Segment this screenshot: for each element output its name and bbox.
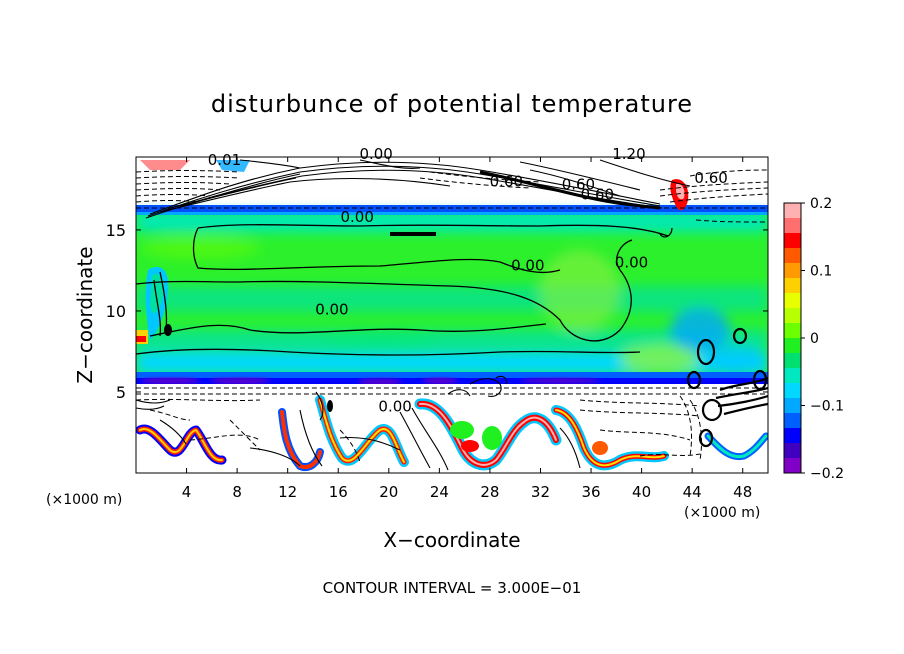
plot-frame: [135, 156, 769, 474]
x-tick-label: 36: [581, 483, 600, 501]
colorbar-swatch: [784, 278, 801, 294]
contour-label: 0.00: [615, 253, 648, 271]
chart-title: disturbunce of potential temperature: [211, 90, 693, 118]
colorbar-swatch: [784, 233, 801, 249]
colorbar-swatch: [784, 353, 801, 369]
colorbar-swatch: [784, 323, 801, 339]
contour-label: 0.01: [208, 151, 241, 169]
x-tick-label: 20: [379, 483, 398, 501]
heatmap-field: [136, 157, 768, 473]
contour-label: 0.00: [340, 208, 373, 226]
colorbar-tick-label: 0.1: [810, 264, 832, 280]
x-tick-label: 32: [531, 483, 550, 501]
x-unit-left: (×1000 m): [46, 492, 122, 508]
colorbar-tick-label: −0.1: [810, 399, 844, 415]
x-tick-label: 12: [278, 483, 297, 501]
y-axis: 5 10 15: [106, 221, 768, 402]
y-tick-label: 5: [116, 383, 126, 402]
y-tick-label: 10: [106, 302, 126, 321]
contour-label: 0.60: [581, 185, 614, 203]
contour-label: 0.60: [694, 169, 727, 187]
x-unit-right: (×1000 m): [684, 505, 760, 521]
x-tick-label: 48: [733, 483, 752, 501]
contour-labels: 0.000.00 0.000.000.000.000.60 0.600.600.60…: [208, 145, 728, 416]
colorbar-swatch: [784, 263, 801, 279]
x-axis-label: X−coordinate: [383, 528, 520, 552]
x-tick-label: 40: [632, 483, 651, 501]
colorbar-swatch: [784, 443, 801, 459]
colorbar-swatch: [784, 413, 801, 429]
contour-label: 0.60: [562, 176, 595, 194]
colorbar-swatch: [784, 368, 801, 384]
y-tick-label: 15: [106, 221, 126, 240]
contour-label: 0.00: [359, 145, 392, 163]
colorbar-swatch: [784, 248, 801, 264]
colorbar-swatch: [784, 428, 801, 444]
colorbar-tick-label: −0.2: [810, 466, 844, 482]
y-axis-label: Z−coordinate: [73, 246, 97, 383]
contour-interval-note: CONTOUR INTERVAL = 3.000E−01: [323, 579, 582, 597]
colorbar-swatch: [784, 383, 801, 399]
contour-label: 0.60: [490, 172, 523, 190]
x-tick-label: 24: [430, 483, 449, 501]
x-tick-label: 8: [232, 483, 242, 501]
x-tick-label: 4: [182, 483, 192, 501]
colorbar-swatch: [784, 458, 801, 474]
colorbar-swatch: [784, 308, 801, 324]
colorbar-tick-label: 0.2: [810, 196, 832, 212]
contour-label: 1.20: [612, 145, 645, 163]
colorbar-swatch: [784, 398, 801, 414]
colorbar: 0.2 0.1 0 −0.1 −0.2: [783, 196, 844, 482]
x-tick-label: 16: [329, 483, 348, 501]
contour-label: 0.00: [511, 257, 544, 275]
colorbar-tick-label: 0: [810, 331, 819, 347]
colorbar-swatch: [784, 203, 801, 219]
colorbar-swatch: [784, 218, 801, 234]
x-tick-label: 28: [480, 483, 499, 501]
x-axis: 4 8 12 16 20 24 28 32 36 40 44 48: [182, 157, 752, 501]
colorbar-swatch: [784, 338, 801, 354]
contour-label: 0.00: [378, 398, 411, 416]
x-tick-label: 44: [683, 483, 702, 501]
contour-label: 0.00: [315, 300, 348, 318]
colorbar-swatch: [784, 293, 801, 309]
